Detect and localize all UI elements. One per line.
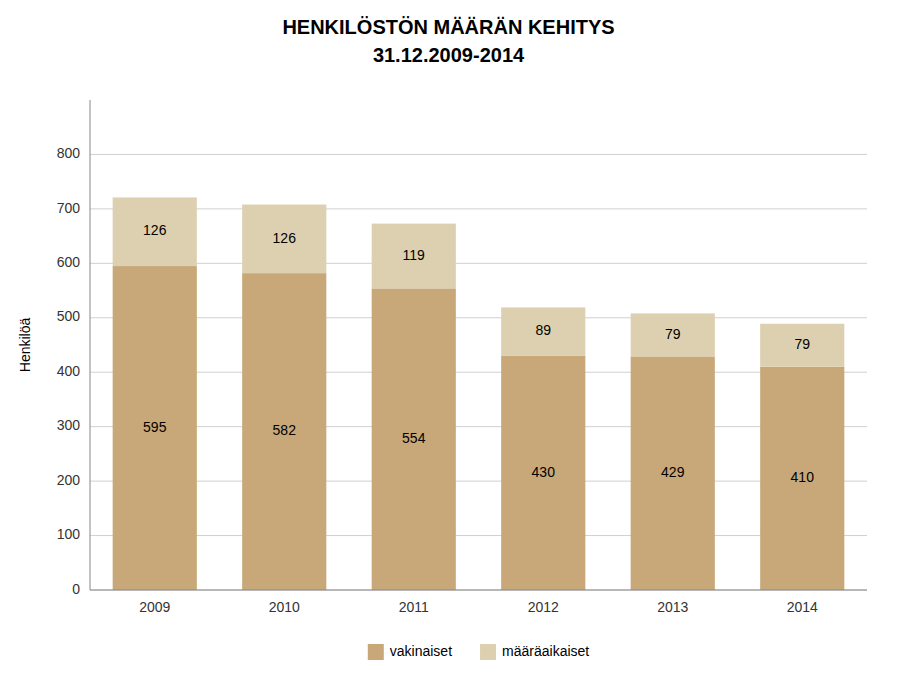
- bar-segment: [760, 324, 844, 367]
- y-tick-label: 800: [57, 145, 81, 161]
- grid-line: [90, 590, 867, 591]
- x-tick-label: 2013: [657, 599, 688, 615]
- bar-segment: [501, 307, 585, 355]
- legend-swatch: [368, 644, 384, 660]
- data-label: 429: [661, 464, 685, 480]
- bar-segment: [372, 224, 456, 289]
- legend-swatch: [480, 644, 496, 660]
- y-tick-label: 200: [57, 472, 81, 488]
- bar-segment: [242, 205, 326, 274]
- grid-line: [90, 154, 867, 155]
- grid-line: [90, 372, 867, 373]
- bar-segment: [501, 356, 585, 590]
- bar-segment: [760, 367, 844, 590]
- title: HENKILÖSTÖN MÄÄRÄN KEHITYS: [282, 16, 614, 38]
- bar-segment: [631, 313, 715, 356]
- data-label: 126: [273, 230, 297, 246]
- legend-item: vakinaiset: [368, 643, 452, 660]
- data-label: 89: [535, 322, 551, 338]
- data-labels: 595 582 554 430 429 410 126 126 119 89 79 79: [143, 222, 814, 485]
- y-tick-label: 500: [57, 308, 81, 324]
- y-tick-label: 300: [57, 417, 81, 433]
- grid-line: [90, 481, 867, 482]
- x-tick-label: 2009: [139, 599, 170, 615]
- grid: [90, 154, 867, 590]
- grid-line: [90, 426, 867, 427]
- bar-segment: [113, 197, 197, 266]
- x-axis-line: [90, 590, 867, 591]
- y-tick-label: 0: [72, 581, 80, 597]
- grid-line: [90, 263, 867, 264]
- data-label: 430: [532, 464, 556, 480]
- y-tick-label: 100: [57, 526, 81, 542]
- data-label: 582: [273, 422, 297, 438]
- grid-line: [90, 317, 867, 318]
- legend: vakinaiset määräaikaiset: [368, 643, 590, 660]
- legend-item: määräaikaiset: [480, 643, 589, 660]
- data-label: 126: [143, 222, 167, 238]
- x-tick-label: 2012: [528, 599, 559, 615]
- data-label: 79: [794, 336, 810, 352]
- legend-label: määräaikaiset: [502, 643, 589, 659]
- chart-svg: HENKILÖSTÖN MÄÄRÄN KEHITYS 31.12.2009-201…: [0, 0, 897, 685]
- data-label: 410: [791, 469, 815, 485]
- y-tick-label: 600: [57, 254, 81, 270]
- data-label: 554: [402, 430, 426, 446]
- y-axis-label: Henkilöä: [17, 318, 33, 373]
- x-tick-label: 2011: [399, 599, 429, 615]
- data-label: 595: [143, 419, 167, 435]
- bar-segment: [242, 273, 326, 590]
- bar-segment: [113, 266, 197, 590]
- bar-segment: [631, 356, 715, 590]
- legend-label: vakinaiset: [390, 643, 452, 659]
- chart-container: HENKILÖSTÖN MÄÄRÄN KEHITYS 31.12.2009-201…: [0, 0, 897, 685]
- y-tick-label: 700: [57, 200, 81, 216]
- bars: [113, 197, 845, 590]
- data-label: 79: [665, 326, 681, 342]
- y-tick-label: 400: [57, 363, 81, 379]
- data-label: 119: [403, 247, 426, 263]
- x-tick-label: 2014: [787, 599, 818, 615]
- x-tick-label: 2010: [269, 599, 300, 615]
- grid-line: [90, 208, 867, 209]
- subtitle: 31.12.2009-2014: [373, 44, 525, 66]
- bar-segment: [372, 288, 456, 590]
- y-axis-line: [90, 100, 91, 590]
- grid-line: [90, 535, 867, 536]
